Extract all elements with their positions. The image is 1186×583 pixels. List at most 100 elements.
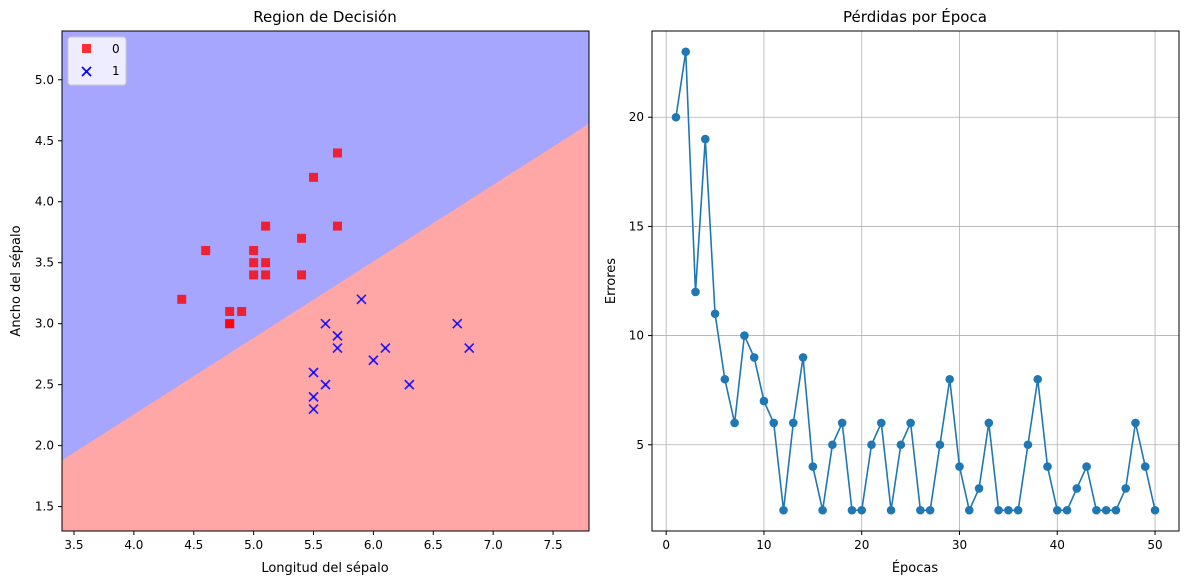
x-tick-label: 4.5 xyxy=(184,538,203,552)
left-chart-title: Region de Decisión xyxy=(253,8,397,26)
right-x-axis-label: Épocas xyxy=(892,560,939,576)
loss-point xyxy=(740,331,749,340)
loss-point xyxy=(896,440,906,450)
loss-point xyxy=(964,505,974,515)
loss-point xyxy=(886,505,896,515)
loss-point xyxy=(847,505,857,515)
point-class-0 xyxy=(261,258,271,268)
decision-region-plot: 3.5 4.0 4.5 5.0 5.5 6.0 6.5 7.0 7.5 1.5 2.0 2.5 3.0… xyxy=(9,8,590,576)
point-class-0 xyxy=(237,306,247,316)
loss-series-line xyxy=(675,51,1156,513)
loss-series-points xyxy=(671,47,1160,515)
point-class-0 xyxy=(249,258,259,268)
x-tick-label: 7.5 xyxy=(544,538,563,552)
y-tick-label: 1.5 xyxy=(35,500,54,514)
loss-point xyxy=(759,396,769,406)
y-tick-label: 5 xyxy=(636,438,644,452)
loss-point xyxy=(857,505,867,515)
point-class-0 xyxy=(201,246,211,256)
left-y-axis-label: Ancho del sépalo xyxy=(9,225,24,336)
loss-point xyxy=(720,374,730,384)
loss-point xyxy=(730,418,739,428)
loss-point xyxy=(1150,505,1160,515)
loss-point xyxy=(1023,440,1033,450)
loss-point xyxy=(974,484,984,493)
loss-point xyxy=(925,505,935,515)
loss-point xyxy=(691,287,700,297)
x-tick-label: 0 xyxy=(662,538,670,552)
legend-marker-x xyxy=(81,66,92,77)
loss-point xyxy=(671,112,681,122)
y-tick-label: 3.0 xyxy=(35,317,54,331)
loss-point xyxy=(837,418,847,428)
x-tick-label: 40 xyxy=(1050,538,1065,552)
x-tick-label: 50 xyxy=(1147,538,1162,552)
loss-point xyxy=(1052,505,1062,515)
point-class-0 xyxy=(309,172,319,182)
point-class-1 xyxy=(332,330,343,341)
point-class-0 xyxy=(225,319,235,329)
loss-point xyxy=(945,374,955,384)
point-class-1 xyxy=(380,342,391,354)
legend: 0 1 xyxy=(67,36,127,86)
point-class-0 xyxy=(261,221,271,231)
region-class-1 xyxy=(62,123,589,531)
loss-point xyxy=(1131,418,1140,428)
point-class-0 xyxy=(332,221,342,231)
right-y-axis-label: Errores xyxy=(604,258,619,304)
point-class-0 xyxy=(261,270,271,280)
left-y-ticks: 1.5 2.0 2.5 3.0 3.5 4.0 4.5 5.0 xyxy=(35,73,62,514)
loss-point xyxy=(1101,505,1111,515)
y-tick-label: 2.5 xyxy=(35,378,54,392)
grid-lines xyxy=(652,31,1179,531)
loss-point xyxy=(1013,505,1023,515)
point-class-1 xyxy=(404,379,415,390)
loss-point xyxy=(769,418,779,428)
loss-point xyxy=(1092,505,1101,515)
loss-point xyxy=(867,440,876,450)
legend-marker-square xyxy=(82,44,91,53)
loss-point xyxy=(876,418,886,428)
y-tick-label: 4.0 xyxy=(35,195,54,209)
loss-point xyxy=(788,418,798,428)
loss-point xyxy=(808,462,818,471)
point-class-0 xyxy=(297,270,307,280)
point-class-0 xyxy=(249,246,259,256)
loss-point xyxy=(1082,462,1091,471)
right-axes-frame xyxy=(651,30,1180,532)
loss-point xyxy=(1062,505,1072,515)
point-class-1 xyxy=(452,318,463,329)
x-tick-label: 4.0 xyxy=(124,538,143,552)
right-y-ticks: 5 10 15 20 xyxy=(629,110,652,452)
point-class-0 xyxy=(297,233,307,243)
loss-point xyxy=(1043,462,1052,471)
loss-point xyxy=(935,440,945,450)
loss-point xyxy=(828,440,837,450)
x-tick-label: 10 xyxy=(756,538,771,552)
loss-per-epoch-plot: 0 10 20 30 40 50 5 10 15 20 Pérdidas por Época É… xyxy=(604,7,1180,576)
x-tick-label: 7.0 xyxy=(484,538,503,552)
y-tick-label: 5.0 xyxy=(35,73,54,87)
x-tick-label: 5.0 xyxy=(244,538,263,552)
point-class-1 xyxy=(320,379,331,390)
point-class-1 xyxy=(320,318,331,329)
loss-point xyxy=(1111,505,1121,515)
x-tick-label: 20 xyxy=(854,538,869,552)
right-chart-title: Pérdidas por Época xyxy=(843,7,987,26)
point-class-1 xyxy=(368,355,379,366)
x-tick-label: 3.5 xyxy=(64,538,83,552)
right-x-ticks: 0 10 20 30 40 50 xyxy=(662,531,1163,552)
point-class-1 xyxy=(308,391,319,402)
x-tick-label: 6.0 xyxy=(364,538,383,552)
loss-point xyxy=(984,418,994,428)
loss-point xyxy=(994,505,1003,515)
loss-point xyxy=(906,418,915,428)
loss-point xyxy=(955,462,964,471)
y-tick-label: 4.5 xyxy=(35,134,54,148)
loss-point xyxy=(710,309,720,319)
legend-label-0: 0 xyxy=(112,42,120,56)
loss-point xyxy=(700,134,710,144)
loss-point xyxy=(749,353,759,362)
point-class-0 xyxy=(332,148,342,158)
